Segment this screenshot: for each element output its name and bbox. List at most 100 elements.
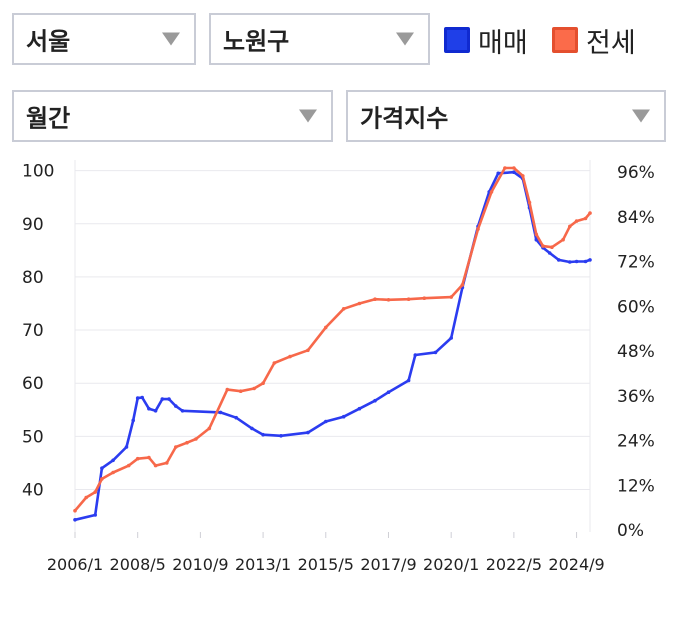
- y-right-tick-label: 96%: [617, 163, 655, 183]
- legend-sale-swatch-icon: [444, 27, 470, 53]
- series-sale-point: [234, 415, 238, 420]
- metric-select-value: 가격지수: [360, 104, 449, 133]
- series-sale-point: [147, 406, 151, 411]
- series-jeonse-point: [574, 219, 579, 223]
- y-left-tick-label: 100: [22, 162, 54, 182]
- series-jeonse-point: [534, 232, 539, 237]
- series-sale-point: [547, 251, 552, 255]
- series-sale-point: [218, 410, 223, 415]
- series-sale-point: [583, 259, 588, 264]
- series-sale-point: [341, 414, 346, 419]
- legend-jeonse-swatch-icon: [552, 27, 578, 53]
- x-tick-label: 2010/9: [172, 555, 228, 574]
- series-sale-point: [556, 258, 561, 262]
- series-jeonse-point: [153, 463, 158, 468]
- series-jeonse-point: [373, 297, 377, 302]
- series-jeonse-point: [126, 463, 131, 468]
- series-sale-point: [433, 350, 438, 355]
- chart-grid: [74, 160, 591, 532]
- x-tick-label: 2024/9: [548, 555, 604, 574]
- y-right-tick-label: 36%: [617, 387, 655, 407]
- x-tick-label: 2022/5: [486, 555, 542, 574]
- series-sale-point: [324, 419, 328, 424]
- legend-jeonse-toggle[interactable]: 전세: [552, 22, 636, 59]
- series-sale-point: [124, 445, 129, 449]
- series-sale-point: [534, 237, 539, 242]
- y-left-tick-label: 40: [22, 480, 44, 500]
- y-left-tick-label: 50: [22, 427, 44, 447]
- chevron-down-icon: [396, 32, 414, 46]
- x-axis: 2006/1 2008/5 2010/9 2013/1 2015/5 2017/9 2020…: [47, 532, 605, 574]
- y-right-tick-label: 48%: [617, 342, 655, 362]
- series-jeonse-point: [422, 296, 427, 301]
- region-select[interactable]: 서울: [12, 13, 196, 65]
- y-right-tick-label: 0%: [617, 521, 644, 541]
- series-jeonse-point: [194, 437, 198, 441]
- series-sale-point: [153, 409, 158, 413]
- y-right-tick-label: 84%: [617, 208, 655, 228]
- series-sale-line: [73, 170, 592, 522]
- series-jeonse-point: [489, 190, 494, 194]
- series-jeonse-point: [73, 508, 77, 513]
- x-tick-label: 2020/1: [423, 555, 479, 574]
- y-axis-left: 100 90 80 70 60 50 40: [22, 162, 54, 501]
- series-jeonse-point: [207, 426, 212, 431]
- series-jeonse-point: [406, 297, 411, 302]
- series-jeonse-point: [225, 387, 230, 392]
- series-sale-point: [180, 409, 185, 413]
- series-sale-point: [111, 458, 115, 463]
- series-sale-point: [73, 518, 77, 522]
- series-sale-point: [574, 259, 579, 264]
- series-sale-point: [250, 426, 254, 431]
- y-left-tick-label: 70: [22, 321, 44, 341]
- series-sale-point: [373, 398, 377, 403]
- series-sale-point: [386, 390, 391, 395]
- series-jeonse-point: [550, 245, 554, 249]
- series-sale-point: [568, 260, 572, 264]
- series-jeonse-point: [100, 477, 104, 481]
- series-sale-point: [496, 171, 501, 176]
- legend-sale-label: 매매: [478, 27, 528, 59]
- y-left-tick-label: 90: [22, 215, 44, 235]
- series-jeonse-point: [476, 227, 480, 231]
- y-right-tick-label: 12%: [617, 476, 655, 496]
- series-sale-point: [512, 170, 516, 174]
- chart-series: [73, 166, 592, 522]
- series-sale-point: [167, 397, 171, 401]
- series-sale-point: [135, 396, 140, 400]
- period-select[interactable]: 월간: [12, 90, 333, 142]
- series-sale-point: [413, 353, 418, 357]
- metric-select[interactable]: 가격지수: [346, 90, 666, 142]
- x-tick-label: 2008/5: [110, 555, 166, 574]
- y-right-tick-label: 24%: [617, 432, 655, 452]
- series-jeonse-point: [261, 381, 265, 386]
- series-jeonse-point: [111, 470, 115, 475]
- x-tick-label: 2013/1: [235, 555, 291, 574]
- series-jeonse-point: [588, 211, 592, 215]
- y-axis-right: 96% 84% 72% 60% 48% 36% 24% 12% 0%: [617, 163, 655, 541]
- series-jeonse-point: [84, 495, 88, 500]
- district-select[interactable]: 노원구: [209, 13, 430, 65]
- region-select-value: 서울: [26, 27, 71, 56]
- legend-sale-toggle[interactable]: 매매: [444, 22, 528, 59]
- series-jeonse-point: [386, 298, 391, 302]
- price-index-chart: 100 90 80 70 60 50 40 96% 84% 72% 60% 48% 36% 24% 12%…: [22, 160, 655, 574]
- x-tick-label: 2015/5: [298, 555, 354, 574]
- legend-jeonse-label: 전세: [586, 27, 636, 59]
- y-left-tick-label: 60: [22, 374, 44, 394]
- series-jeonse-point: [561, 237, 565, 242]
- series-jeonse-line: [73, 166, 592, 512]
- series-sale-point: [131, 418, 135, 423]
- y-right-tick-label: 72%: [617, 253, 655, 273]
- series-jeonse-point: [288, 354, 292, 359]
- series-jeonse-point: [135, 456, 140, 461]
- series-jeonse-point: [252, 386, 256, 391]
- chevron-down-icon: [162, 32, 180, 46]
- series-jeonse-point: [93, 490, 97, 494]
- chevron-down-icon: [299, 109, 317, 123]
- series-jeonse-point: [341, 307, 346, 311]
- y-left-tick-label: 80: [22, 268, 44, 288]
- series-sale-point: [174, 404, 178, 408]
- period-select-value: 월간: [26, 104, 71, 133]
- series-sale-point: [357, 406, 362, 411]
